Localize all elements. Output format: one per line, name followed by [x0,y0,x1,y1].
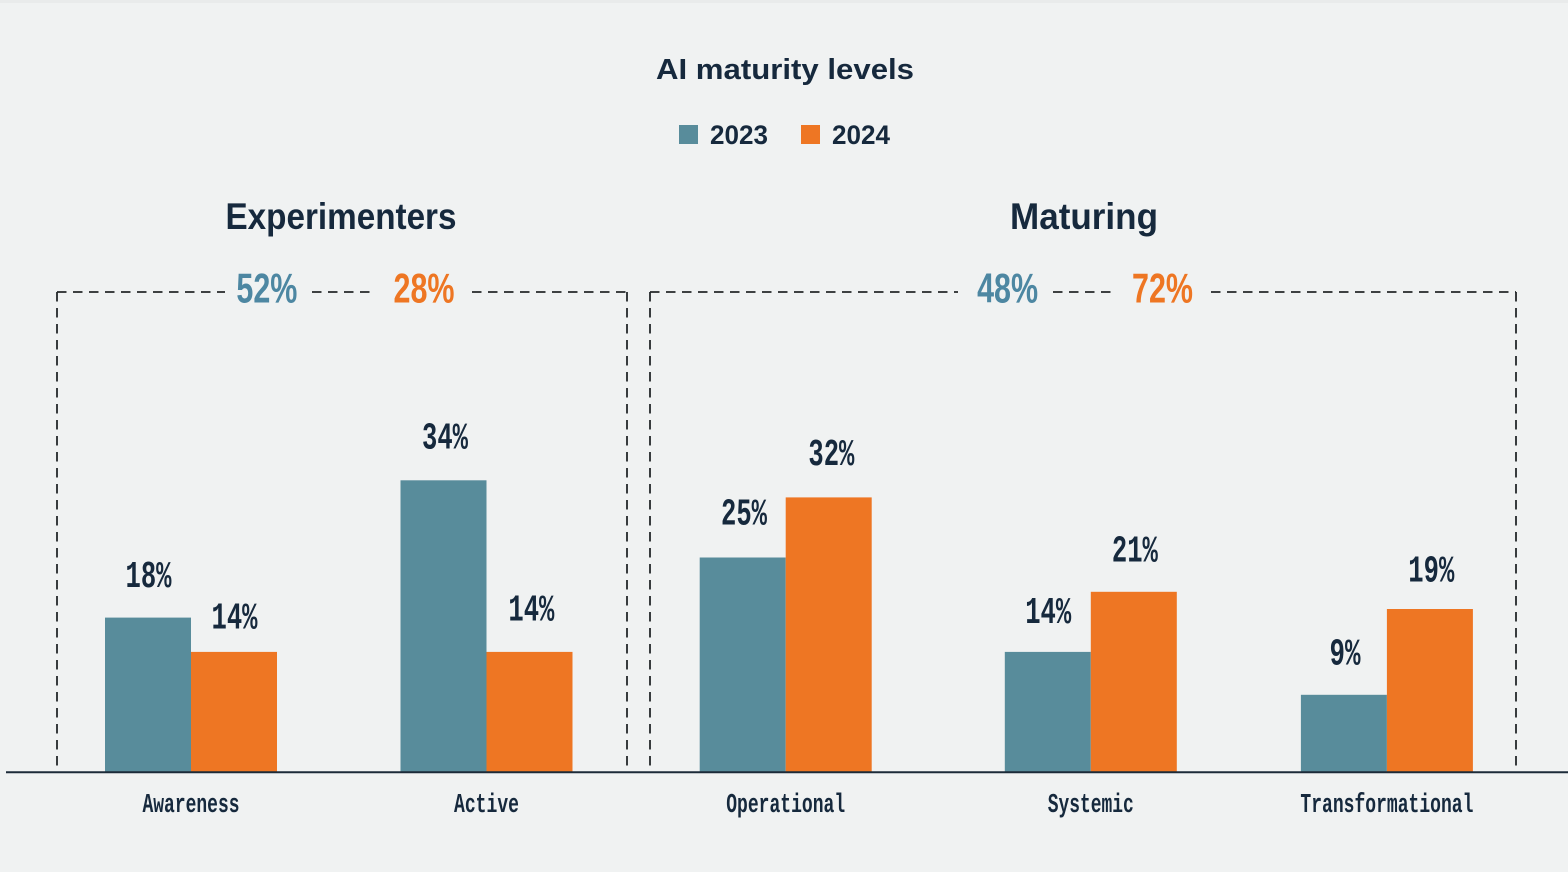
svg-text:Awareness: Awareness [143,791,240,821]
svg-text:14%: 14% [508,590,554,633]
svg-text:Systemic: Systemic [1048,791,1134,821]
svg-text:32%: 32% [808,434,854,477]
svg-text:18%: 18% [126,556,172,599]
svg-text:21%: 21% [1112,530,1158,573]
svg-text:14%: 14% [212,598,258,641]
svg-text:28%: 28% [394,265,455,312]
svg-text:Maturing: Maturing [1010,196,1158,237]
svg-text:AI maturity levels: AI maturity levels [656,54,914,86]
svg-text:Operational: Operational [726,791,845,821]
svg-text:72%: 72% [1132,265,1193,312]
svg-text:25%: 25% [721,494,767,537]
svg-text:9%: 9% [1330,634,1361,677]
svg-text:19%: 19% [1408,551,1454,594]
svg-text:Transformational: Transformational [1300,791,1473,821]
svg-text:52%: 52% [236,265,297,312]
svg-text:14%: 14% [1025,592,1071,635]
svg-text:2023: 2023 [710,120,768,150]
svg-text:48%: 48% [977,265,1038,312]
svg-text:Active: Active [454,791,519,821]
svg-text:2024: 2024 [832,120,890,150]
svg-text:Experimenters: Experimenters [226,196,457,237]
svg-text:34%: 34% [422,418,468,461]
